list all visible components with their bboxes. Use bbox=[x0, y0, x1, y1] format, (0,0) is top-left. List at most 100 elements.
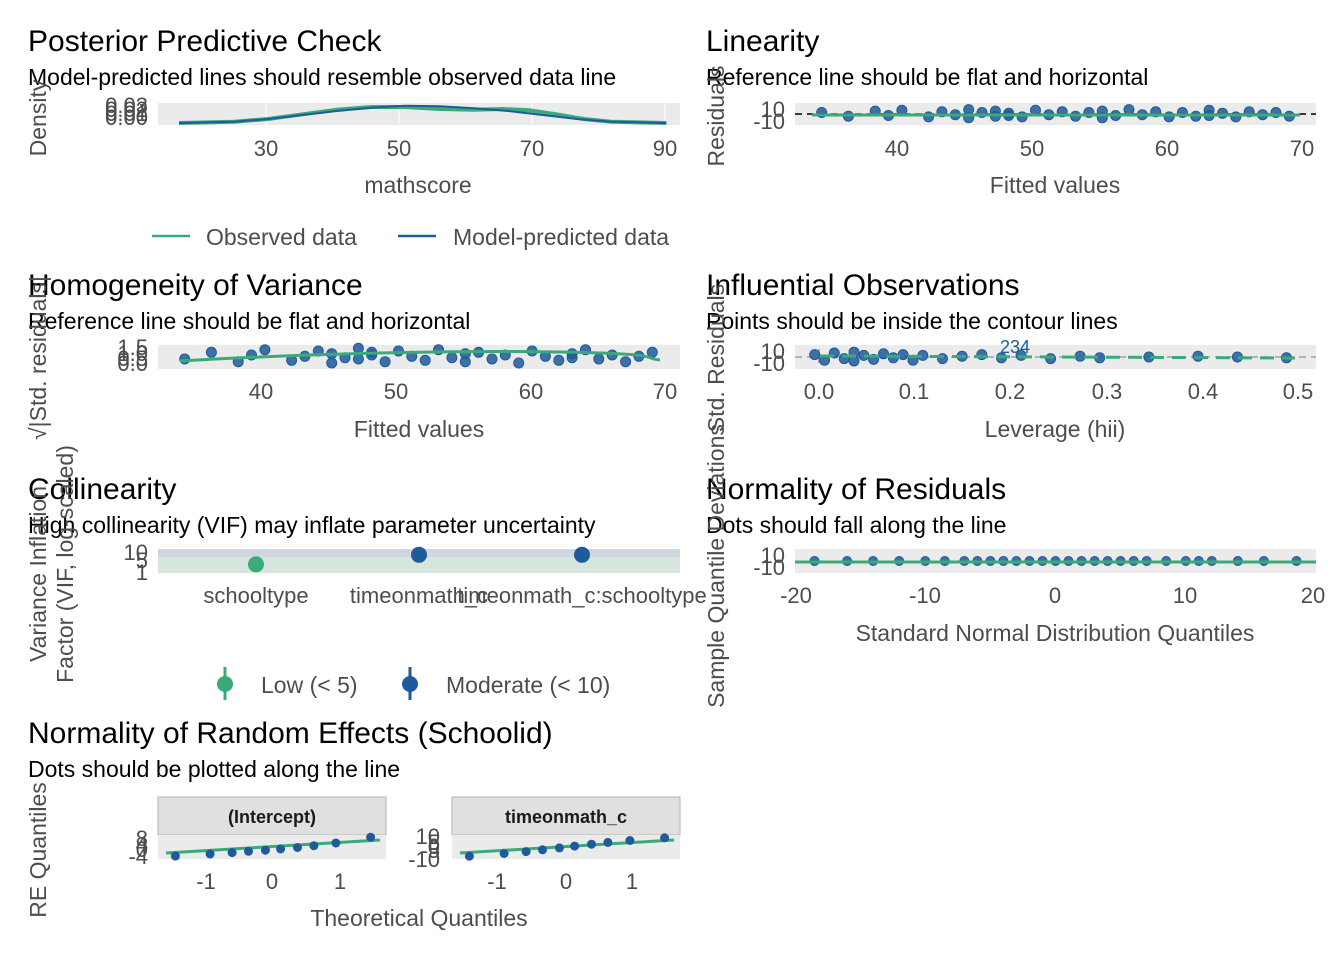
homogeneity-point bbox=[352, 353, 364, 365]
re-point bbox=[366, 832, 376, 842]
normality-ytick: -10 bbox=[753, 555, 785, 580]
homogeneity-point bbox=[459, 356, 471, 368]
linearity-point bbox=[1217, 107, 1228, 119]
collinearity-x-ticks: schooltype timeonmath_c timeonmath_c:sch… bbox=[203, 583, 706, 608]
normality-xlabel: Standard Normal Distribution Quantiles bbox=[856, 620, 1255, 646]
re-ytick: 5 bbox=[428, 830, 440, 855]
homogeneity-ytick: 1.0 bbox=[117, 341, 148, 366]
re-point bbox=[587, 839, 596, 849]
linearity-title: Linearity bbox=[706, 25, 819, 58]
re-xtick: 0 bbox=[266, 869, 278, 894]
collinearity-y-ticks: 1 5 10 bbox=[124, 540, 148, 585]
re-strip-label: timeonmath_c bbox=[505, 807, 627, 827]
normality-xtick: 20 bbox=[1301, 583, 1325, 608]
homogeneity-point bbox=[486, 353, 498, 365]
collinearity-ylabel-line1: Variance Inflation bbox=[25, 486, 51, 662]
influential-ytick: -10 bbox=[753, 351, 785, 376]
re-point bbox=[538, 845, 547, 855]
influential-loess-line bbox=[819, 354, 1296, 360]
ppc-y-ticks: 0.00 0.01 0.02 0.03 bbox=[105, 93, 148, 130]
re-point bbox=[170, 851, 180, 861]
influential-xtick: 0.3 bbox=[1092, 379, 1123, 404]
re-ytick: 8 bbox=[136, 826, 148, 851]
ppc-x-ticks: 30 50 70 90 bbox=[254, 136, 677, 161]
influential-subtitle: Points should be inside the contour line… bbox=[706, 308, 1118, 334]
linearity-panel: Linearity Reference line should be flat … bbox=[703, 25, 1316, 198]
re-strip-slope bbox=[451, 796, 681, 836]
collinearity-point bbox=[574, 546, 590, 563]
linearity-ylabel: Residuals bbox=[703, 66, 729, 167]
legend-label-low: Low (< 5) bbox=[261, 672, 358, 698]
re-point bbox=[603, 837, 613, 847]
normality-x-ticks: -20 -10 0 10 20 bbox=[780, 583, 1325, 608]
influential-point bbox=[897, 349, 909, 361]
re-point bbox=[244, 846, 253, 856]
homogeneity-loess-line bbox=[179, 349, 661, 363]
homogeneity-subtitle: Reference line should be flat and horizo… bbox=[28, 308, 470, 334]
legend-label-moderate: Moderate (< 10) bbox=[446, 672, 610, 698]
re-point bbox=[331, 838, 341, 848]
re-point bbox=[499, 849, 509, 858]
linearity-ytick: -10 bbox=[753, 109, 785, 134]
re-subtitle: Dots should be plotted along the line bbox=[28, 756, 400, 782]
re-xtick: -1 bbox=[196, 869, 216, 894]
influential-point bbox=[1045, 353, 1057, 365]
legend-label-predicted: Model-predicted data bbox=[453, 224, 669, 250]
ppc-xlabel: mathscore bbox=[364, 172, 471, 198]
ppc-panel: Posterior Predictive Check Model-predict… bbox=[25, 25, 680, 250]
legend-key-moderate-dot bbox=[402, 676, 418, 692]
influential-xtick: 0.4 bbox=[1188, 379, 1219, 404]
re-point bbox=[660, 833, 670, 843]
re-xtick: 1 bbox=[334, 869, 346, 894]
homogeneity-ylabel: √|Std. residuals| bbox=[25, 276, 51, 440]
re-strip-label: (Intercept) bbox=[228, 807, 316, 827]
normality-xtick: -20 bbox=[780, 583, 812, 608]
re-points bbox=[170, 832, 670, 861]
re-ytick: 10 bbox=[416, 824, 440, 849]
influential-point bbox=[809, 349, 821, 361]
re-point bbox=[276, 844, 286, 854]
normality-ylabel: Sample Quantile Deviations bbox=[703, 424, 729, 708]
ppc-subtitle: Model-predicted lines should resemble ob… bbox=[28, 64, 616, 90]
homogeneity-point bbox=[379, 356, 391, 368]
ppc-ylabel: Density bbox=[25, 79, 51, 156]
homogeneity-xlabel: Fitted values bbox=[354, 416, 484, 442]
re-point bbox=[570, 841, 580, 851]
re-title: Normality of Random Effects (Schoolid) bbox=[28, 717, 553, 750]
collinearity-xtick: schooltype bbox=[203, 583, 308, 608]
linearity-point bbox=[923, 111, 935, 123]
legend-key-low-dot bbox=[217, 676, 233, 692]
re-ytick: -10 bbox=[408, 847, 440, 872]
influential-panel: Influential Observations Points should b… bbox=[703, 269, 1316, 442]
influential-point-label: 234 bbox=[1000, 337, 1030, 357]
normality-panel: Normality of Residuals Dots should fall … bbox=[703, 424, 1325, 708]
influential-xtick: 0.5 bbox=[1283, 379, 1314, 404]
legend-label-observed: Observed data bbox=[206, 224, 357, 250]
linearity-subtitle: Reference line should be flat and horizo… bbox=[706, 64, 1148, 90]
collinearity-ylabel-line2: Factor (VIF, log-scaled) bbox=[52, 445, 78, 683]
collinearity-xtick: timeonmath_c:schooltype bbox=[457, 583, 706, 608]
homogeneity-point bbox=[205, 346, 217, 358]
influential-xtick: 0.1 bbox=[899, 379, 930, 404]
ppc-ytick: 0.01 bbox=[105, 101, 148, 126]
homogeneity-xtick: 50 bbox=[384, 379, 408, 404]
influential-xtick: 0.2 bbox=[995, 379, 1026, 404]
linearity-xtick: 50 bbox=[1020, 136, 1044, 161]
re-ytick: -4 bbox=[128, 844, 148, 869]
linearity-point bbox=[1016, 111, 1028, 123]
linearity-ytick: 10 bbox=[761, 97, 785, 122]
re-point bbox=[464, 851, 474, 861]
homogeneity-x-ticks: 40 50 60 70 bbox=[249, 379, 677, 404]
linearity-point bbox=[1230, 111, 1242, 123]
re-ytick: -5 bbox=[420, 838, 440, 863]
collinearity-points bbox=[248, 546, 590, 573]
influential-point bbox=[1074, 350, 1086, 362]
re-point bbox=[227, 848, 237, 858]
ppc-xtick: 90 bbox=[653, 136, 677, 161]
influential-ytick: 10 bbox=[761, 339, 785, 364]
homogeneity-ytick: 1.5 bbox=[117, 335, 148, 360]
ppc-ytick: 0.00 bbox=[105, 105, 148, 130]
re-ylabel: RE Quantiles bbox=[25, 782, 51, 918]
re-x-ticks: -1 0 1 -1 0 1 bbox=[196, 869, 638, 894]
